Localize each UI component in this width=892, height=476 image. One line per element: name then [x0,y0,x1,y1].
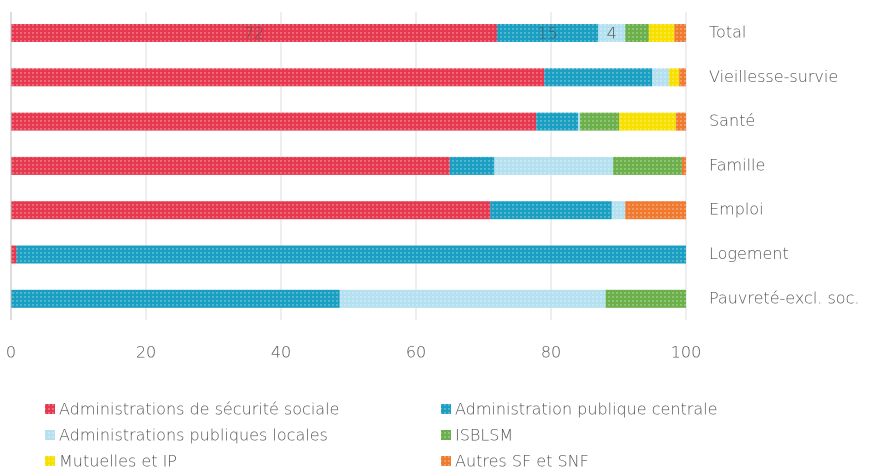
bar-texture [11,245,17,264]
legend-texture [441,456,451,466]
bar-texture [605,289,686,308]
bar-texture [652,68,670,87]
bar-texture [11,289,340,308]
data-label: 15 [537,24,557,43]
bar-texture [536,112,578,131]
legend-texture [45,404,55,414]
bar-texture [625,201,686,220]
bar-texture [675,112,686,131]
data-label: 72 [244,24,264,43]
bar-texture [674,24,686,42]
bar-texture [339,289,606,308]
y-tick-label: Vieillesse-survie [709,67,838,86]
bar-texture [578,112,581,131]
y-tick-label: Santé [709,111,755,130]
bar-texture [669,68,680,87]
legend-texture [441,430,451,440]
y-tick-label: Total [709,23,746,42]
data-label: 4 [607,24,617,43]
x-tick-label: 60 [406,343,426,362]
y-tick-label: Famille [709,155,765,174]
bar-texture [11,68,545,87]
bar-texture [681,156,686,175]
y-tick-label: Pauvreté-excl. soc. [709,288,859,307]
legend-texture [441,404,451,414]
bar-texture [11,112,537,131]
legend-label: Autres SF et SNF [455,452,589,471]
bar-texture [613,156,682,175]
x-tick-label: 20 [136,343,156,362]
bar-texture [544,68,653,87]
x-tick-label: 80 [541,343,561,362]
bar-texture [494,156,614,175]
bar-texture [648,24,675,42]
bar-texture [11,156,450,175]
x-tick-label: 0 [6,343,16,362]
bar-texture [11,201,491,220]
bar-texture [490,201,612,220]
x-tick-label: 100 [671,343,702,362]
legend-label: Administrations de sécurité sociale [59,400,339,419]
legend-label: Administration publique centrale [455,400,717,419]
bar-texture [619,112,676,131]
bar-texture [497,24,599,42]
legend-label: ISBLSM [455,426,513,445]
bar-texture [679,68,686,87]
bar-texture [598,24,626,42]
bar-texture [625,24,649,42]
legend-label: Mutuelles et IP [59,452,177,471]
bar-texture [11,24,497,42]
bar-texture [449,156,495,175]
bar-texture [611,201,626,220]
x-tick-label: 40 [271,343,291,362]
y-tick-label: Logement [709,244,789,263]
bar-texture [580,112,620,131]
bar-texture [16,245,686,264]
legend-texture [45,456,55,466]
y-tick-label: Emploi [709,200,764,219]
legend-texture [45,430,55,440]
legend-label: Administrations publiques locales [59,426,328,445]
